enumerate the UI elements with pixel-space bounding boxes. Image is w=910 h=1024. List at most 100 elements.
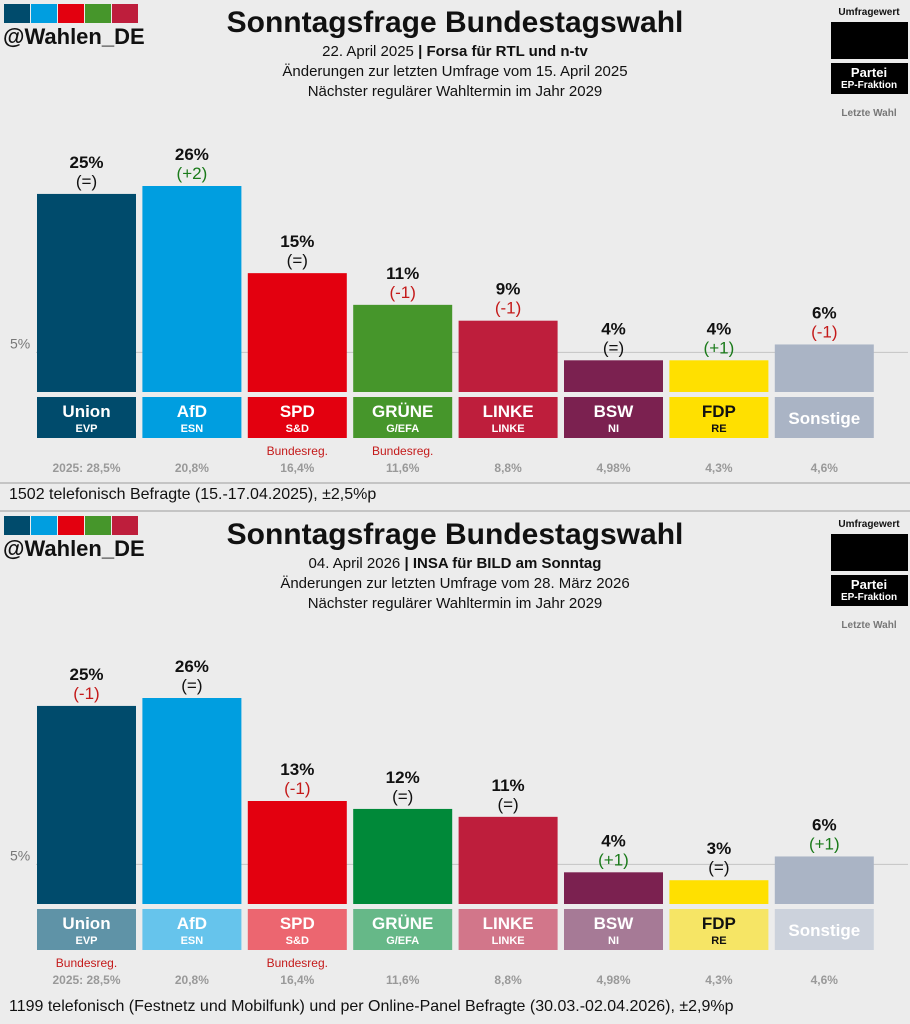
- party-label-box: [142, 909, 242, 950]
- poll-institute: Forsa für RTL und n-tv: [426, 43, 588, 60]
- logo-swatch: [31, 4, 57, 23]
- party-label-box: [774, 397, 874, 438]
- ep-group-name: NI: [608, 423, 619, 435]
- change-label: (+1): [598, 850, 629, 869]
- party-name: AfD: [177, 402, 207, 421]
- party-label-box: [564, 909, 663, 950]
- chart-title: Sonntagsfrage Bundestagswahl: [226, 6, 684, 39]
- divider: [0, 482, 910, 484]
- wahlen-de-logo: [4, 4, 139, 28]
- value-label: 12%: [386, 768, 420, 787]
- logo-swatch: [85, 516, 111, 535]
- legend-ep-group: EP-Fraktion: [840, 592, 898, 603]
- value-label: 25%: [69, 665, 103, 684]
- party-name: Union: [62, 914, 110, 933]
- last-election-value: 8,8%: [494, 461, 522, 475]
- government-label: Bundesreg.: [372, 444, 433, 458]
- last-election-value: 4,6%: [811, 973, 839, 987]
- party-name: BSW: [594, 914, 635, 933]
- bar: [37, 705, 136, 904]
- ep-group-name: NI: [608, 935, 619, 947]
- ep-group-name: EVP: [75, 935, 97, 947]
- value-label: 9%: [496, 280, 521, 299]
- poll-date: 22. April 2025: [322, 43, 414, 60]
- threshold-label: 5%: [10, 335, 30, 351]
- last-election-value: 4,98%: [596, 973, 630, 987]
- legend: Umfragewert Partei EP-Fraktion Letzte Wa…: [830, 512, 908, 631]
- change-label: (=): [497, 795, 518, 814]
- logo-swatch: [31, 516, 57, 535]
- ep-group-name: RE: [711, 423, 726, 435]
- changes-note: Änderungen zur letzten Umfrage vom 28. M…: [280, 575, 630, 592]
- bar: [142, 698, 242, 904]
- changes-note: Änderungen zur letzten Umfrage vom 15. A…: [282, 63, 628, 80]
- bar: [669, 360, 769, 392]
- change-label: (-1): [73, 684, 99, 703]
- last-election-value: 16,4%: [280, 973, 314, 987]
- change-label: (-1): [284, 779, 310, 798]
- value-label: 13%: [280, 760, 314, 779]
- legend-bar-swatch: [830, 534, 908, 571]
- separator-pipe: |: [404, 555, 409, 572]
- party-name: FDP: [702, 402, 736, 421]
- legend-last-election: Letzte Wahl: [841, 108, 897, 119]
- bar: [458, 320, 558, 392]
- ep-group-name: ESN: [181, 935, 204, 947]
- change-label: (-1): [495, 299, 521, 318]
- ep-group-name: LINKE: [492, 423, 525, 435]
- value-label: 26%: [175, 145, 209, 164]
- party-label-box: [353, 909, 453, 950]
- legend-bar-swatch: [830, 22, 908, 59]
- bar: [669, 880, 769, 904]
- ep-group-name: S&D: [286, 935, 309, 947]
- logo-swatch: [4, 516, 30, 535]
- ep-group-name: ESN: [181, 423, 204, 435]
- threshold-label: 5%: [10, 847, 30, 863]
- government-label: Bundesreg.: [267, 956, 328, 970]
- ep-group-name: LINKE: [492, 935, 525, 947]
- party-label-box: [458, 397, 558, 438]
- poll-institute: INSA für BILD am Sonntag: [412, 555, 602, 572]
- last-election-value: 8,8%: [494, 973, 522, 987]
- party-label-box: [353, 397, 453, 438]
- ep-group-name: G/EFA: [386, 935, 419, 947]
- legend-party-box: Partei EP-Fraktion: [830, 575, 908, 606]
- separator-pipe: |: [418, 43, 423, 60]
- value-label: 26%: [175, 657, 209, 676]
- sample-footnote: 1502 telefonisch Befragte (15.-17.04.202…: [9, 486, 377, 503]
- change-label: (=): [708, 858, 729, 877]
- change-label: (+1): [809, 834, 840, 853]
- logo-swatch: [85, 4, 111, 23]
- legend-party: Partei: [850, 577, 888, 592]
- chart-title: Sonntagsfrage Bundestagswahl: [226, 518, 684, 551]
- value-label: 4%: [601, 319, 626, 338]
- last-election-value: 2025: 28,5%: [52, 973, 120, 987]
- bar: [247, 273, 347, 392]
- party-name: LINKE: [483, 402, 534, 421]
- last-election-value: 4,98%: [596, 461, 630, 475]
- party-name: Union: [62, 402, 110, 421]
- last-election-value: 11,6%: [386, 461, 420, 475]
- bar: [37, 193, 136, 392]
- sample-footnote: 1199 telefonisch (Festnetz und Mobilfunk…: [9, 998, 734, 1015]
- wahlen-de-logo: [4, 516, 139, 540]
- government-label: Bundesreg.: [267, 444, 328, 458]
- change-label: (=): [287, 251, 308, 270]
- change-label: (+2): [177, 164, 208, 183]
- party-name: FDP: [702, 914, 736, 933]
- account-handle: @Wahlen_DE: [3, 536, 145, 561]
- change-label: (+1): [704, 338, 735, 357]
- logo-swatch: [112, 516, 138, 535]
- value-label: 15%: [280, 232, 314, 251]
- value-label: 4%: [601, 831, 626, 850]
- legend: Umfragewert Partei EP-Fraktion Letzte Wa…: [830, 0, 908, 119]
- value-label: 6%: [812, 815, 837, 834]
- bar: [564, 360, 663, 392]
- last-election-value: 20,8%: [175, 461, 209, 475]
- value-label: 11%: [386, 264, 419, 283]
- party-label-box: [247, 909, 347, 950]
- bar: [142, 186, 242, 392]
- party-label-box: [564, 397, 663, 438]
- party-name: AfD: [177, 914, 207, 933]
